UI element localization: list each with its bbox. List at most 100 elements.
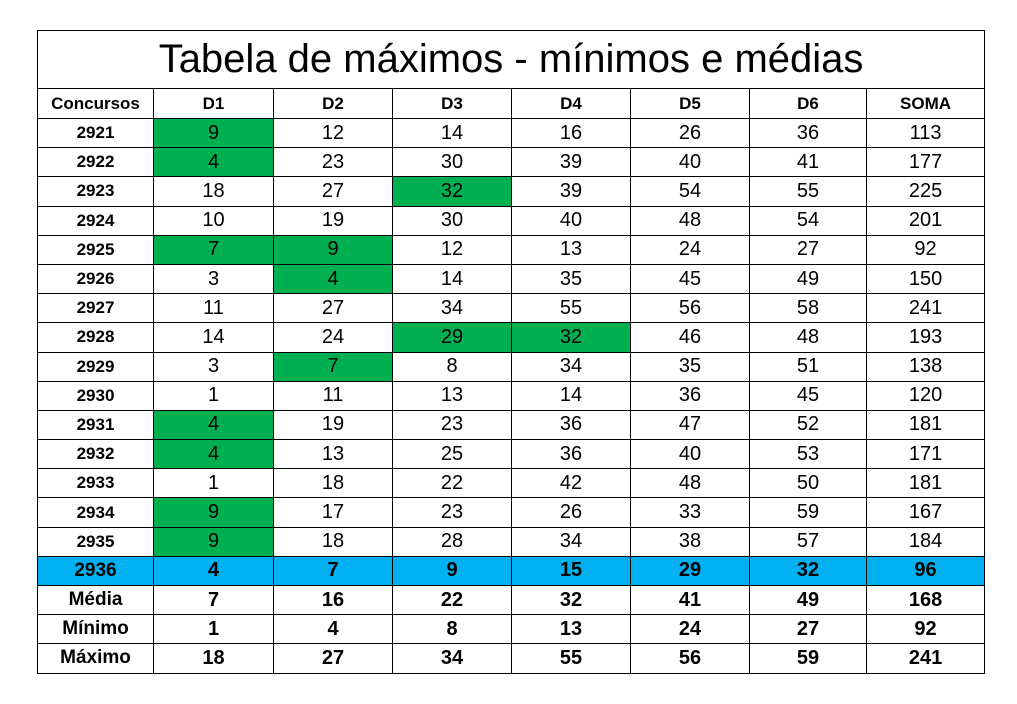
cell: 25 <box>392 439 512 470</box>
header-cell: D2 <box>273 88 393 119</box>
row-label: 2936 <box>37 555 154 587</box>
header-cell: SOMA <box>865 88 986 119</box>
row-label: Média <box>37 584 154 616</box>
row-label: 2921 <box>37 117 154 149</box>
data-row: 2927 11 27 34 55 56 58 241 <box>37 293 986 324</box>
cell: 22 <box>392 468 512 499</box>
cell: 27 <box>749 614 867 645</box>
cell: 41 <box>749 147 867 178</box>
cell: 22 <box>392 584 512 616</box>
cell: 11 <box>273 380 393 411</box>
cell: 13 <box>273 439 393 470</box>
cell: 32 <box>392 176 512 207</box>
summary-row: Máximo 18 27 34 55 56 59 241 <box>37 643 986 674</box>
row-label: 2925 <box>37 234 154 265</box>
cell: 34 <box>511 526 631 557</box>
data-row: 2935 9 18 28 34 38 57 184 <box>37 526 986 557</box>
cell: 27 <box>273 293 393 324</box>
cell: 4 <box>153 147 274 178</box>
data-row: 2934 9 17 23 26 33 59 167 <box>37 497 986 528</box>
cell: 34 <box>392 293 512 324</box>
cell: 55 <box>511 293 631 324</box>
summary-row: Mínimo 1 4 8 13 24 27 92 <box>37 614 986 645</box>
stats-table: Tabela de máximos - mínimos e médias Con… <box>36 30 986 674</box>
cell: 113 <box>865 117 986 149</box>
cell: 36 <box>749 117 867 149</box>
row-label: 2926 <box>37 263 154 295</box>
row-label: 2929 <box>37 351 154 382</box>
cell: 56 <box>630 293 750 324</box>
data-row: 2925 7 9 12 13 24 27 92 <box>37 234 986 265</box>
cell: 181 <box>865 468 986 499</box>
cell: 23 <box>273 147 393 178</box>
cell: 18 <box>273 468 393 499</box>
cell: 59 <box>749 643 867 674</box>
cell: 4 <box>153 555 274 587</box>
cell: 51 <box>749 351 867 382</box>
header-cell: D1 <box>153 88 274 119</box>
cell: 27 <box>273 176 393 207</box>
cell: 36 <box>511 409 631 441</box>
cell: 12 <box>392 234 512 265</box>
cell: 14 <box>392 263 512 295</box>
cell: 14 <box>392 117 512 149</box>
header-cell: D4 <box>511 88 631 119</box>
data-row: 2930 1 11 13 14 36 45 120 <box>37 380 986 411</box>
cell: 4 <box>273 614 393 645</box>
data-row: 2932 4 13 25 36 40 53 171 <box>37 439 986 470</box>
cell: 27 <box>273 643 393 674</box>
header-cell: Concursos <box>37 88 154 119</box>
cell: 39 <box>511 147 631 178</box>
summary-row: Média 7 16 22 32 41 49 168 <box>37 584 986 616</box>
row-label: 2922 <box>37 147 154 178</box>
cell: 32 <box>511 584 631 616</box>
cell: 225 <box>865 176 986 207</box>
row-label: Máximo <box>37 643 154 674</box>
cell: 120 <box>865 380 986 411</box>
cell: 167 <box>865 497 986 528</box>
cell: 14 <box>153 322 274 353</box>
cell: 18 <box>153 176 274 207</box>
cell: 9 <box>153 497 274 528</box>
cell: 7 <box>153 234 274 265</box>
cell: 33 <box>630 497 750 528</box>
cell: 9 <box>153 526 274 557</box>
cell: 4 <box>153 439 274 470</box>
current-row: 2936 4 7 9 15 29 32 96 <box>37 555 986 587</box>
data-row: 2926 3 4 14 35 45 49 150 <box>37 263 986 295</box>
cell: 35 <box>630 351 750 382</box>
cell: 177 <box>865 147 986 178</box>
cell: 40 <box>630 439 750 470</box>
row-label: 2935 <box>37 526 154 557</box>
cell: 42 <box>511 468 631 499</box>
cell: 9 <box>153 117 274 149</box>
cell: 36 <box>511 439 631 470</box>
cell: 17 <box>273 497 393 528</box>
cell: 13 <box>511 234 631 265</box>
cell: 48 <box>630 205 750 236</box>
cell: 92 <box>865 614 986 645</box>
cell: 26 <box>511 497 631 528</box>
cell: 11 <box>153 293 274 324</box>
cell: 38 <box>630 526 750 557</box>
row-label: 2933 <box>37 468 154 499</box>
cell: 7 <box>273 555 393 587</box>
data-row: 2921 9 12 14 16 26 36 113 <box>37 117 986 149</box>
cell: 48 <box>630 468 750 499</box>
data-row: 2933 1 18 22 42 48 50 181 <box>37 468 986 499</box>
cell: 19 <box>273 409 393 441</box>
row-label: 2928 <box>37 322 154 353</box>
cell: 58 <box>749 293 867 324</box>
cell: 138 <box>865 351 986 382</box>
cell: 15 <box>511 555 631 587</box>
title-row: Tabela de máximos - mínimos e médias <box>36 30 986 89</box>
cell: 193 <box>865 322 986 353</box>
data-row: 2931 4 19 23 36 47 52 181 <box>37 409 986 441</box>
table-body: Tabela de máximos - mínimos e médias Con… <box>36 30 986 674</box>
cell: 45 <box>749 380 867 411</box>
cell: 55 <box>511 643 631 674</box>
cell: 241 <box>865 643 986 674</box>
cell: 1 <box>153 380 274 411</box>
cell: 9 <box>392 555 512 587</box>
